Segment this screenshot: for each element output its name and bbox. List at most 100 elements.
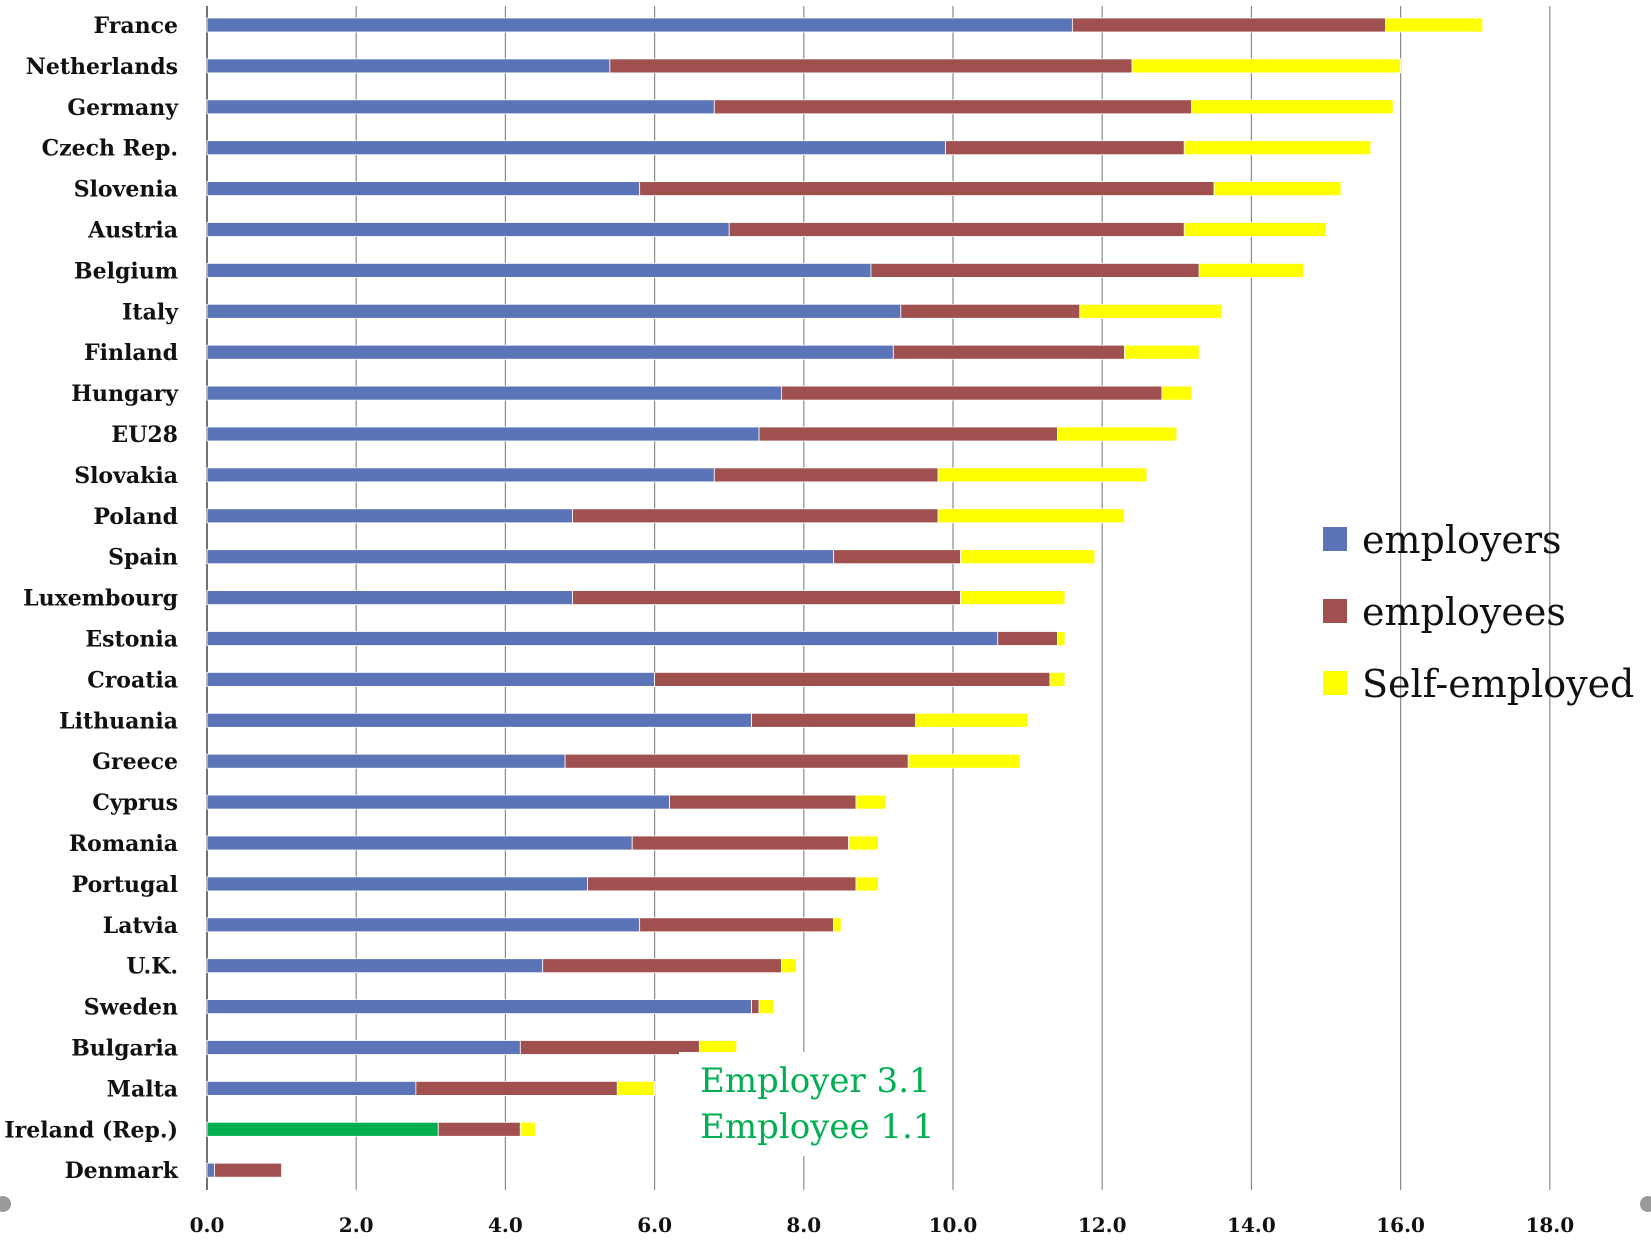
bar-segment-employers bbox=[206, 1040, 521, 1055]
bar-segment-employees bbox=[631, 835, 849, 851]
bar-segment-employers bbox=[206, 262, 872, 278]
bar-segment-employers bbox=[206, 712, 752, 728]
annotation-line: Employer 3.1 bbox=[700, 1061, 931, 1101]
bar-segment-employees bbox=[587, 876, 857, 892]
bar-segment-employees bbox=[997, 631, 1058, 646]
bar-segment-self-employed bbox=[1131, 58, 1402, 74]
bar-segment-employers bbox=[206, 181, 641, 197]
category-label: U.K. bbox=[126, 954, 178, 980]
left-scroll-dot[interactable] bbox=[0, 1196, 11, 1212]
bar-segment-employees bbox=[519, 1040, 700, 1055]
bar-segment-employees bbox=[713, 99, 1193, 115]
x-tick-label: 8.0 bbox=[786, 1213, 821, 1237]
bar-segment-employees bbox=[654, 672, 1051, 687]
bar-segment-employees bbox=[214, 1162, 283, 1178]
bar-segment-employers bbox=[206, 1121, 439, 1137]
bar-segment-employees bbox=[758, 426, 1058, 442]
bar-segment-employers bbox=[206, 999, 752, 1014]
bar-segment-self-employed bbox=[1183, 222, 1327, 237]
bar-segment-self-employed bbox=[758, 999, 775, 1014]
category-label: Italy bbox=[122, 299, 179, 325]
bar-segment-employers bbox=[206, 344, 894, 360]
bar-segment-employers bbox=[206, 631, 999, 646]
bar-segment-employees bbox=[870, 262, 1200, 278]
category-label: Denmark bbox=[65, 1158, 179, 1184]
bar-segment-employers bbox=[206, 917, 641, 933]
category-label: Belgium bbox=[74, 258, 178, 284]
bar-segment-employers bbox=[206, 303, 902, 319]
bar-segment-self-employed bbox=[937, 467, 1148, 483]
category-label: Malta bbox=[107, 1076, 178, 1102]
bar-segment-employers bbox=[206, 549, 835, 565]
bar-segment-employers bbox=[206, 590, 573, 605]
bar-segment-employees bbox=[609, 58, 1133, 74]
bar-segment-employees bbox=[892, 344, 1125, 360]
bar-segment-employees bbox=[669, 794, 857, 810]
category-label: Ireland (Rep.) bbox=[4, 1117, 178, 1143]
bar-segment-self-employed bbox=[1079, 303, 1222, 319]
bar-segment-employees bbox=[781, 385, 1163, 401]
bar-segment-employees bbox=[1071, 17, 1387, 33]
x-tick-label: 12.0 bbox=[1078, 1213, 1127, 1237]
bar-segment-self-employed bbox=[960, 549, 1096, 565]
bar-segment-employers bbox=[206, 1162, 215, 1178]
bar-segment-self-employed bbox=[1049, 672, 1066, 687]
bar-segment-self-employed bbox=[616, 1081, 655, 1096]
category-label: Finland bbox=[84, 340, 178, 366]
bar-segment-employees bbox=[542, 958, 782, 974]
bar-segment-employees bbox=[564, 753, 909, 769]
x-tick-label: 16.0 bbox=[1376, 1213, 1425, 1237]
x-tick-label: 4.0 bbox=[488, 1213, 523, 1237]
category-label: Netherlands bbox=[26, 54, 178, 80]
category-label: Sweden bbox=[84, 995, 178, 1021]
bar-segment-employees bbox=[751, 999, 760, 1014]
x-tick-label: 0.0 bbox=[190, 1213, 225, 1237]
legend-swatch bbox=[1323, 527, 1347, 551]
annotation-box bbox=[679, 1052, 949, 1156]
right-scroll-dot[interactable] bbox=[1640, 1196, 1651, 1212]
bar-segment-employers bbox=[206, 385, 782, 401]
bar-segment-employers bbox=[206, 835, 633, 851]
bar-segment-self-employed bbox=[1385, 17, 1484, 33]
bar-segment-self-employed bbox=[1183, 140, 1372, 156]
category-label: Czech Rep. bbox=[42, 136, 178, 162]
bar-segment-self-employed bbox=[833, 917, 842, 933]
x-tick-label: 14.0 bbox=[1227, 1213, 1276, 1237]
x-tick-label: 18.0 bbox=[1525, 1213, 1574, 1237]
bar-segment-employers bbox=[206, 222, 730, 237]
annotation-line: Employee 1.1 bbox=[700, 1107, 935, 1147]
category-label: Lithuania bbox=[59, 708, 178, 734]
bar-segment-employers bbox=[206, 672, 656, 687]
category-label: Austria bbox=[87, 218, 178, 244]
category-label: Bulgaria bbox=[71, 1036, 178, 1062]
bar-segment-employers bbox=[206, 794, 670, 810]
bar-segment-employers bbox=[206, 140, 946, 156]
category-label: Estonia bbox=[85, 627, 178, 653]
bar-segment-self-employed bbox=[1191, 99, 1394, 115]
legend: employers employees Self-employed bbox=[1323, 518, 1634, 706]
bar-segment-employees bbox=[713, 467, 939, 483]
category-label: Hungary bbox=[71, 381, 179, 407]
bar-segment-self-employed bbox=[1057, 426, 1178, 442]
bar-segment-self-employed bbox=[519, 1121, 536, 1137]
category-label: Luxembourg bbox=[23, 586, 178, 612]
bar-segment-employees bbox=[415, 1081, 618, 1096]
category-label: Spain bbox=[108, 545, 178, 571]
bar-segment-self-employed bbox=[1161, 385, 1193, 401]
bar-segment-employees bbox=[833, 549, 961, 565]
bar-segment-employees bbox=[945, 140, 1185, 156]
bar-segment-employers bbox=[206, 1081, 417, 1096]
legend-label: employees bbox=[1362, 590, 1566, 634]
x-tick-label: 6.0 bbox=[637, 1213, 672, 1237]
bar-segment-employees bbox=[728, 222, 1185, 237]
bar-segment-self-employed bbox=[1057, 631, 1066, 646]
category-label: Portugal bbox=[72, 872, 178, 898]
bar-segment-self-employed bbox=[907, 753, 1021, 769]
bar-segment-employers bbox=[206, 467, 715, 483]
category-label: Slovakia bbox=[74, 463, 178, 489]
bar-segment-employers bbox=[206, 876, 588, 892]
legend-label: Self-employed bbox=[1362, 662, 1634, 706]
bar-segment-employees bbox=[751, 712, 917, 728]
bar-segment-employers bbox=[206, 99, 715, 115]
